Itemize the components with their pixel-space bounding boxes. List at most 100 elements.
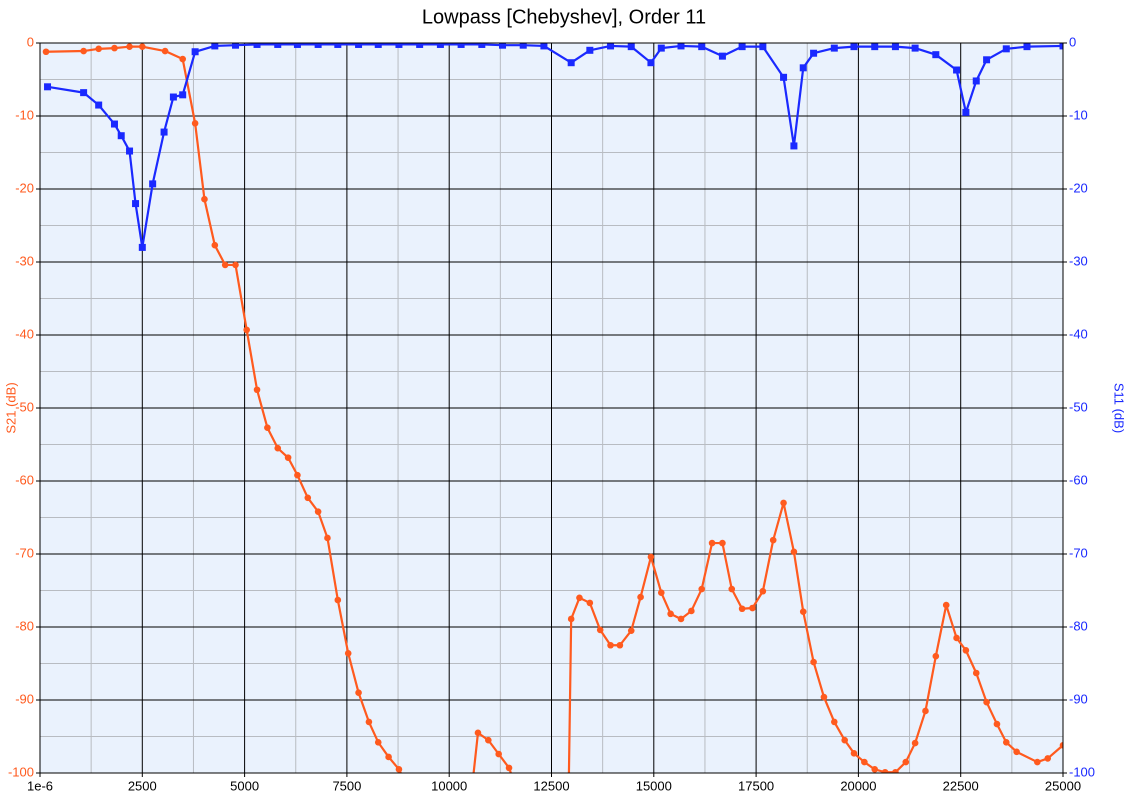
- point-marker: [515, 792, 522, 799]
- y2-tick-label: -30: [1069, 253, 1088, 268]
- point-marker: [576, 594, 583, 602]
- point-marker: [759, 43, 767, 51]
- point-marker: [253, 386, 261, 394]
- point-marker: [274, 43, 282, 48]
- point-marker: [499, 43, 507, 49]
- x-tick-label: 22500: [943, 778, 979, 793]
- point-marker: [850, 749, 858, 757]
- y-tick-label: -30: [15, 253, 34, 268]
- point-marker: [627, 43, 635, 51]
- x-tick-label: 12500: [533, 778, 569, 793]
- x-tick-label: 20000: [840, 778, 876, 793]
- point-marker: [457, 43, 465, 48]
- point-marker: [344, 649, 352, 657]
- y2-tick-label: 0: [1069, 34, 1076, 49]
- y2-tick-label: -10: [1069, 107, 1088, 122]
- x-tick-label: 17500: [738, 778, 774, 793]
- point-marker: [647, 59, 655, 67]
- point-marker: [191, 48, 199, 56]
- point-marker: [677, 615, 685, 623]
- point-marker: [111, 44, 118, 52]
- point-marker: [405, 784, 412, 791]
- point-marker: [485, 736, 492, 744]
- point-marker: [365, 718, 373, 726]
- x-tick-label: 5000: [230, 778, 259, 793]
- point-marker: [983, 56, 991, 64]
- point-marker: [179, 91, 187, 99]
- point-marker: [44, 83, 52, 91]
- y-tick-label: -80: [15, 618, 34, 633]
- y2-tick-label: -90: [1069, 691, 1088, 706]
- point-marker: [314, 43, 322, 48]
- point-marker: [677, 43, 685, 50]
- point-marker: [1023, 43, 1031, 51]
- point-marker: [169, 93, 177, 101]
- point-marker: [972, 77, 980, 85]
- point-marker: [274, 444, 282, 452]
- point-marker: [637, 593, 644, 601]
- point-marker: [962, 108, 970, 116]
- point-marker: [284, 454, 292, 461]
- y2-tick-label: -20: [1069, 180, 1088, 195]
- point-marker: [436, 43, 444, 48]
- point-marker: [385, 753, 392, 761]
- point-marker: [799, 608, 807, 615]
- y-tick-label: -40: [15, 326, 34, 341]
- point-marker: [698, 585, 706, 593]
- point-marker: [567, 615, 575, 623]
- point-marker: [243, 326, 250, 334]
- point-marker: [922, 707, 929, 715]
- point-marker: [932, 51, 940, 59]
- y2-tick-label: -80: [1069, 618, 1088, 633]
- point-marker: [871, 766, 879, 773]
- plot-marks: [42, 43, 1063, 799]
- y2-tick-label: -60: [1069, 472, 1088, 487]
- point-marker: [95, 45, 102, 53]
- point-marker: [657, 589, 665, 596]
- y2-axis-title: S11 (dB): [1112, 383, 1127, 433]
- point-marker: [293, 43, 301, 48]
- point-marker: [698, 43, 706, 51]
- labels: 1e-6 2500 5000 7500 10000 12500 15000 17500 2000…: [8, 34, 1095, 793]
- y-tick-label: -60: [15, 472, 34, 487]
- point-marker: [334, 596, 342, 604]
- y-tick-label: -90: [15, 691, 34, 706]
- point-marker: [749, 604, 756, 612]
- point-marker: [780, 499, 787, 507]
- point-marker: [738, 605, 746, 613]
- point-marker: [505, 764, 513, 772]
- point-marker: [861, 758, 868, 766]
- point-marker: [567, 59, 575, 67]
- grid: [39, 42, 1064, 774]
- point-marker: [932, 652, 940, 660]
- y-axis-title: S21 (dB): [3, 382, 18, 433]
- point-marker: [138, 243, 146, 251]
- point-marker: [221, 261, 229, 269]
- point-marker: [841, 736, 848, 744]
- point-marker: [738, 43, 746, 51]
- point-marker: [667, 610, 674, 618]
- point-marker: [355, 689, 362, 696]
- point-marker: [911, 44, 919, 52]
- point-marker: [708, 539, 716, 547]
- point-marker: [627, 627, 635, 634]
- x-tick-label: 7500: [332, 778, 361, 793]
- point-marker: [962, 647, 970, 654]
- point-marker: [416, 43, 424, 48]
- point-marker: [42, 48, 50, 56]
- y-tick-label: -20: [15, 180, 34, 195]
- point-marker: [395, 43, 403, 48]
- point-marker: [495, 750, 502, 758]
- x-tick-label: 15000: [636, 778, 672, 793]
- point-marker: [830, 718, 838, 726]
- point-marker: [718, 52, 726, 60]
- x-tick-label: 2500: [128, 778, 157, 793]
- x-tick-label: 1e-6: [27, 778, 53, 793]
- y2-tick-label: -100: [1069, 764, 1095, 779]
- point-marker: [211, 241, 219, 249]
- point-marker: [474, 729, 482, 737]
- point-marker: [132, 200, 140, 208]
- point-marker: [983, 698, 990, 706]
- point-marker: [1002, 739, 1010, 746]
- point-marker: [719, 539, 726, 547]
